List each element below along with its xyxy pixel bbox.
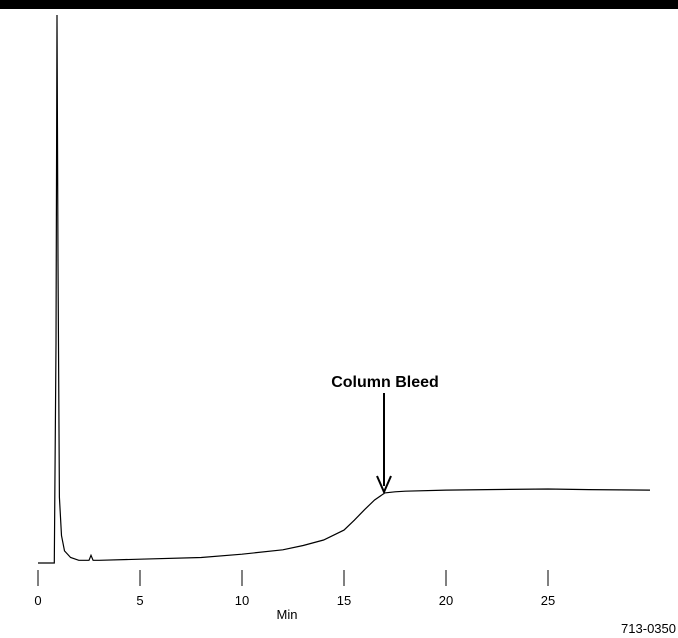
x-tick-label: 5 — [136, 593, 143, 608]
x-tick-label: 0 — [34, 593, 41, 608]
trace — [38, 14, 651, 564]
annotation: Column Bleed — [331, 374, 439, 391]
figure-code: 713-0350 — [621, 621, 676, 636]
top-rule — [0, 0, 678, 9]
x-axis-label: Min — [277, 607, 298, 622]
x-tick-label: 10 — [235, 593, 249, 608]
x-tick-label: 20 — [439, 593, 453, 608]
x-tick-label: 25 — [541, 593, 555, 608]
x-tick-label: 15 — [337, 593, 351, 608]
arrow-head — [376, 475, 392, 495]
